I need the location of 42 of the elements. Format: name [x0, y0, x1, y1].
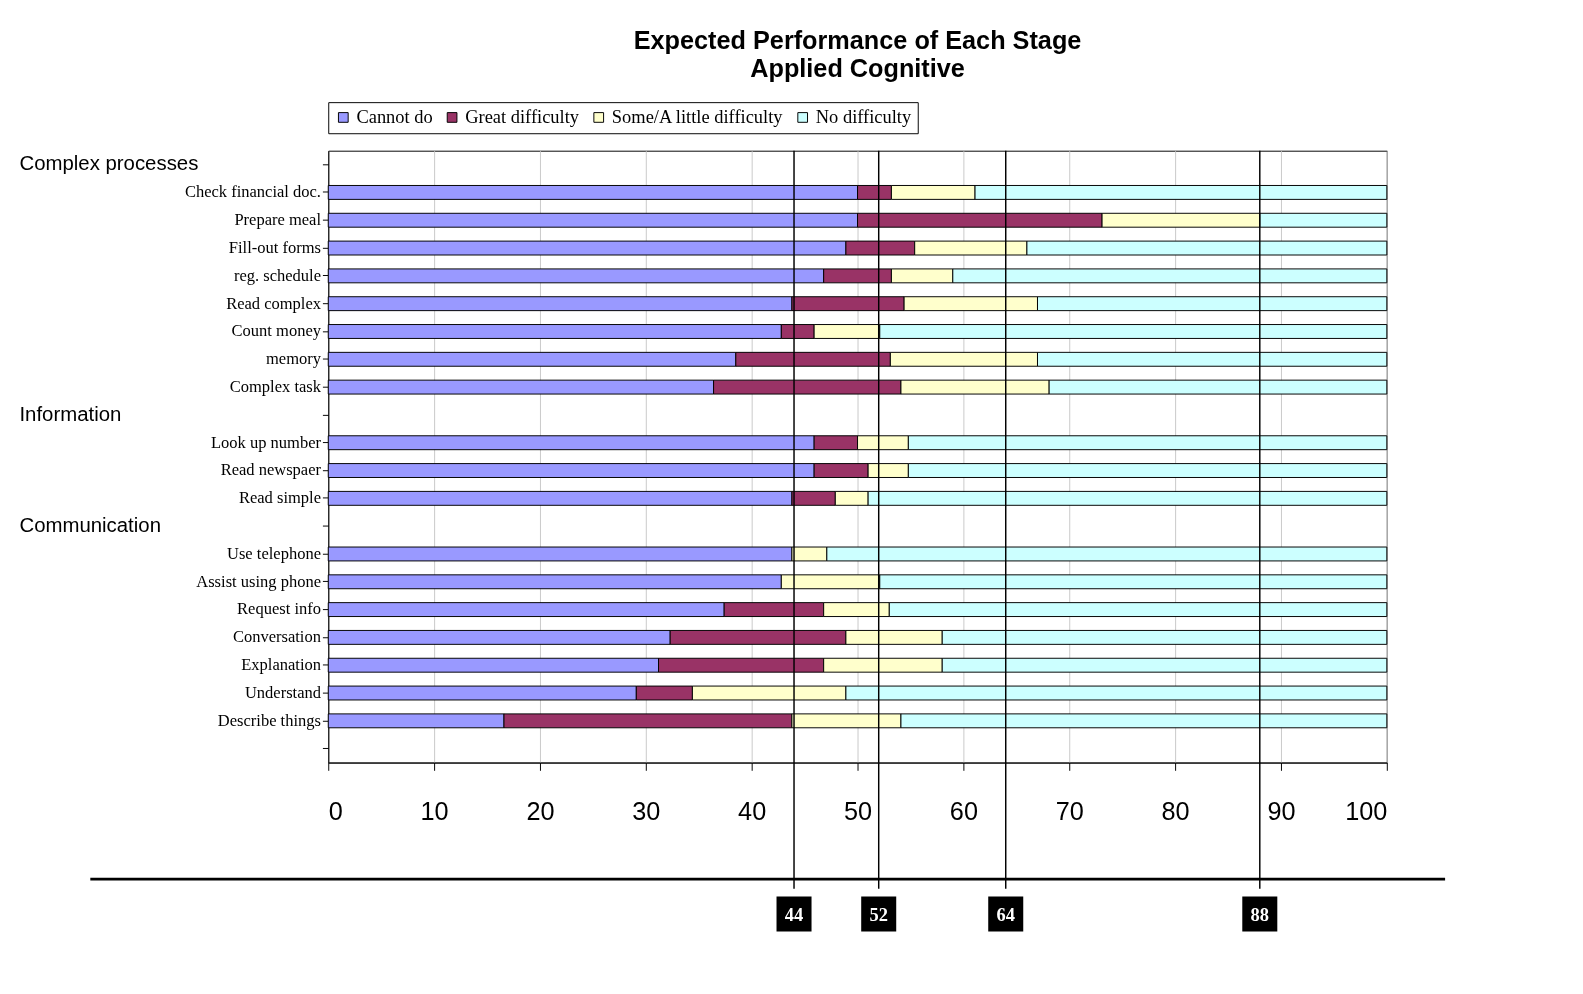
- y-tick-label: Read simple: [238, 488, 321, 508]
- y-tick-label: Understand: [244, 682, 322, 702]
- x-tick-label: 30: [632, 797, 661, 826]
- ref-line-label: 88: [1250, 904, 1270, 925]
- y-tick-label: Conversation: [232, 627, 321, 647]
- text: Information: [19, 402, 122, 425]
- y-tick-label: Count money: [231, 321, 322, 341]
- legend-label: Some/A little difficulty: [611, 107, 784, 128]
- ref-line-label: 52: [869, 904, 888, 925]
- y-tick-label: Prepare meal: [234, 210, 322, 230]
- y-tick-label: Use telephone: [227, 543, 321, 563]
- x-tick-label: 60: [949, 797, 978, 826]
- text: Communication: [19, 513, 161, 536]
- legend-label: Cannot do: [356, 107, 433, 128]
- y-tick-label: Request info: [237, 599, 321, 619]
- y-tick-label: Look up number: [210, 432, 322, 452]
- y-tick-label: Complex task: [229, 376, 322, 396]
- x-tick-label: 70: [1055, 797, 1084, 826]
- y-tick-label: reg. schedule: [233, 265, 321, 285]
- y-tick-label: Explanation: [241, 655, 321, 675]
- y-tick-label: Read newspaer: [220, 460, 322, 480]
- legend-label: Great difficulty: [465, 107, 580, 128]
- x-tick-label: 80: [1161, 797, 1190, 826]
- legend-label: No difficulty: [815, 107, 912, 128]
- text: Complex processes: [19, 152, 199, 175]
- ref-line-label: 44: [784, 904, 804, 925]
- ref-line-label: 64: [996, 904, 1015, 925]
- x-tick-label: 50: [843, 797, 873, 826]
- x-tick-label: 0: [328, 797, 343, 826]
- y-tick-label: Read complex: [226, 293, 322, 313]
- x-tick-label: 10: [420, 797, 449, 826]
- x-tick-label: 40: [738, 797, 767, 826]
- y-tick-label: memory: [265, 349, 322, 369]
- x-tick-label: 100: [1345, 797, 1388, 826]
- chart-subtitle: Applied Cognitive: [750, 54, 965, 83]
- y-tick-label: Assist using phone: [196, 571, 321, 591]
- y-tick-label: Check financial doc.: [184, 182, 321, 202]
- chart-title: Expected Performance of Each Stage: [633, 26, 1082, 55]
- x-tick-label: 20: [526, 797, 555, 826]
- x-tick-label: 90: [1267, 797, 1296, 826]
- y-tick-label: Describe things: [217, 710, 321, 730]
- y-tick-label: Fill-out forms: [228, 237, 321, 257]
